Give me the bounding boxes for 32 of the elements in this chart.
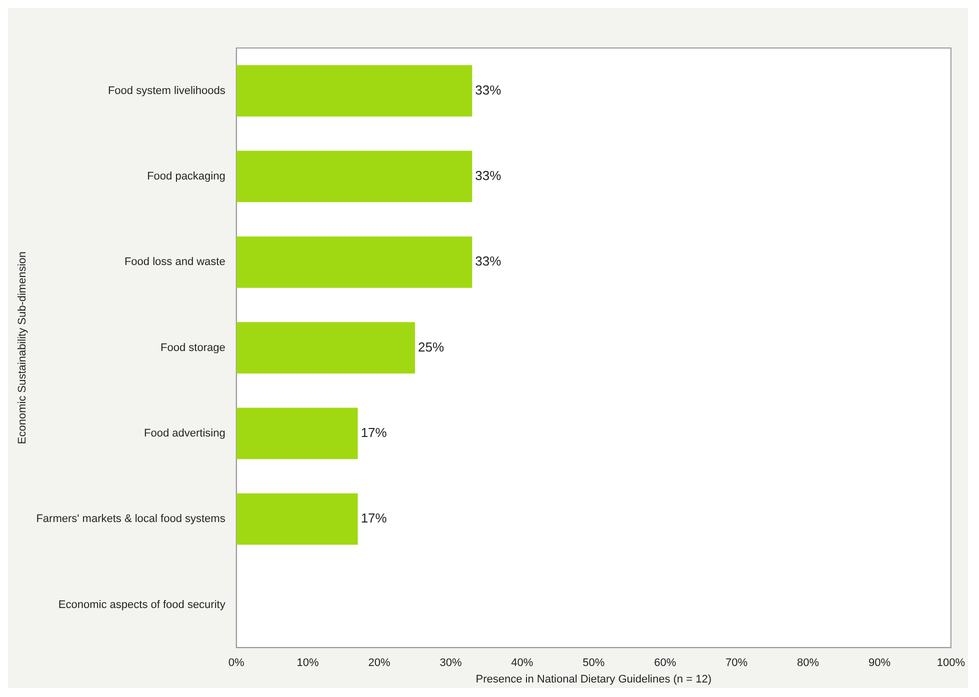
x-tick-label: 20% (368, 657, 390, 670)
x-tick-label: 90% (868, 657, 891, 670)
y-tick-label: Food packaging (147, 170, 226, 183)
x-tick-label: 10% (296, 657, 320, 670)
data-label: 33% (475, 82, 502, 98)
y-tick-label: Food loss and waste (124, 256, 226, 268)
bar (236, 65, 472, 117)
data-label: 33% (475, 254, 502, 269)
x-tick-label: 70% (726, 657, 748, 670)
x-tick-label: 80% (797, 657, 820, 670)
y-tick-label: Food storage (160, 342, 226, 354)
bar (236, 493, 358, 545)
y-tick-label: Food advertising (144, 427, 226, 440)
y-tick-label: Farmers' markets & local food systems (36, 513, 226, 526)
bar (236, 150, 472, 202)
data-label: 25% (418, 339, 444, 354)
x-tick-label: 100% (936, 657, 966, 670)
data-label: 17% (360, 425, 388, 440)
x-tick-label: 60% (654, 657, 676, 670)
bar (236, 236, 472, 288)
x-tick-label: 0% (228, 657, 245, 670)
y-tick-label: Food system livelihoods (108, 84, 226, 97)
bar (236, 322, 415, 374)
x-axis-title: Presence in National Dietary Guidelines (n = 12) (476, 673, 712, 686)
x-tick-label: 50% (582, 657, 605, 670)
data-label: 33% (475, 168, 502, 184)
y-tick-label: Economic aspects of food security (58, 598, 226, 611)
y-axis-title: Economic Sustainability Sub-dimension (16, 251, 29, 444)
bar (236, 408, 358, 460)
x-tick-label: 30% (440, 657, 462, 670)
data-label: 17% (360, 510, 388, 526)
x-tick-label: 40% (511, 657, 534, 670)
